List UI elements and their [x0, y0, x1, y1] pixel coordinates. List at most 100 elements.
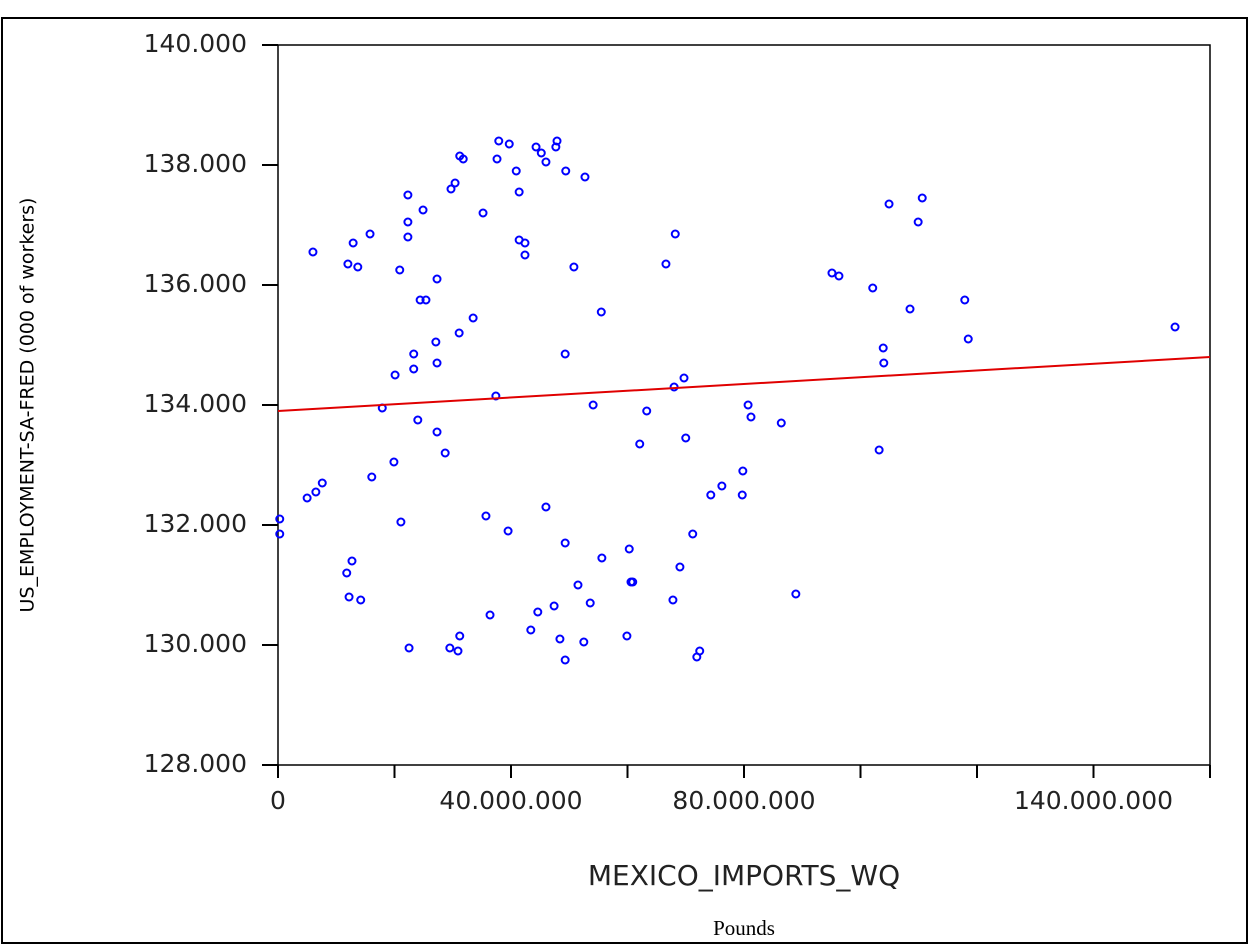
scatter-point	[275, 529, 285, 539]
scatter-point	[455, 631, 465, 641]
scatter-point	[878, 343, 888, 353]
scatter-point	[963, 334, 973, 344]
scatter-point	[418, 205, 428, 215]
scatter-point	[746, 412, 756, 422]
scatter-point	[531, 142, 541, 152]
y-tick-label: 138.000	[144, 149, 247, 178]
scatter-point	[492, 154, 502, 164]
frame	[1, 17, 1248, 944]
scatter-point	[455, 151, 465, 161]
scatter-point	[415, 295, 425, 305]
scatter-point	[580, 172, 590, 182]
scatter-point	[348, 238, 358, 248]
scatter-point	[347, 556, 357, 566]
scatter-point	[390, 370, 400, 380]
scatter-point	[514, 187, 524, 197]
scatter-point	[675, 562, 685, 572]
scatter-point	[585, 598, 595, 608]
scatter-point	[635, 439, 645, 449]
scatter-point	[642, 406, 652, 416]
scatter-point	[503, 526, 513, 536]
scatter-point	[485, 610, 495, 620]
scatter-point	[308, 247, 318, 257]
scatter-point	[695, 646, 705, 656]
scatter-point	[555, 634, 565, 644]
scatter-point	[302, 493, 312, 503]
scatter-point	[445, 643, 455, 653]
scatter-point	[367, 472, 377, 482]
scatter-point	[579, 637, 589, 647]
scatter-point	[389, 457, 399, 467]
scatter-point	[874, 445, 884, 455]
scatter-point	[622, 631, 632, 641]
scatter-point	[526, 625, 536, 635]
scatter-point	[478, 208, 488, 218]
scatter-point	[403, 232, 413, 242]
scatter-point	[588, 400, 598, 410]
y-tick-label: 130.000	[144, 629, 247, 658]
scatter-point	[670, 229, 680, 239]
y-tick-label: 140.000	[144, 29, 247, 58]
scatter-point	[624, 544, 634, 554]
scatter-point	[404, 643, 414, 653]
scatter-point	[403, 217, 413, 227]
scatter-point	[520, 238, 530, 248]
scatter-point	[549, 601, 559, 611]
scatter-point	[356, 595, 366, 605]
scatter-point	[342, 568, 352, 578]
scatter-point	[884, 199, 894, 209]
scatter-point	[679, 373, 689, 383]
scatter-point	[776, 418, 786, 428]
scatter-point	[453, 646, 463, 656]
scatter-point	[743, 400, 753, 410]
x-axis-label: MEXICO_IMPORTS_WQ	[588, 859, 900, 892]
x-tick-label: 140.000.000	[1014, 786, 1173, 815]
scatter-point	[403, 190, 413, 200]
scatter-point	[491, 391, 501, 401]
scatter-point	[409, 349, 419, 359]
scatter-point	[738, 466, 748, 476]
x-tick-label: 40.000.000	[439, 786, 582, 815]
y-tick-label: 134.000	[144, 389, 247, 418]
scatter-point	[960, 295, 970, 305]
scatter-point	[827, 268, 837, 278]
scatter-point	[668, 595, 678, 605]
y-axis-label: US_EMPLOYMENT-SA-FRED (000 of workers)	[17, 198, 39, 613]
x-axis-unit: Pounds	[713, 916, 775, 940]
scatter-point	[275, 514, 285, 524]
scatter-point	[661, 259, 671, 269]
scatter-point	[905, 304, 915, 314]
scatter-point	[344, 592, 354, 602]
trend-line	[277, 356, 1211, 412]
scatter-point	[311, 487, 321, 497]
scatter-point	[431, 337, 441, 347]
scatter-point	[504, 139, 514, 149]
scatter-point	[450, 178, 460, 188]
scatter-point	[353, 262, 363, 272]
scatter-point	[791, 589, 801, 599]
scatter-point	[446, 184, 456, 194]
scatter-point	[1170, 322, 1180, 332]
scatter-point	[520, 250, 530, 260]
scatter-point	[365, 229, 375, 239]
scatter-point	[560, 655, 570, 665]
scatter-point	[868, 283, 878, 293]
scatter-point	[561, 166, 571, 176]
y-tick-label: 132.000	[144, 509, 247, 538]
scatter-point	[511, 166, 521, 176]
scatter-point	[432, 358, 442, 368]
scatter-point	[413, 415, 423, 425]
scatter-point	[551, 142, 561, 152]
scatter-point	[468, 313, 478, 323]
scatter-point	[569, 262, 579, 272]
x-tick-label: 80.000.000	[672, 786, 815, 815]
scatter-point	[409, 364, 419, 374]
scatter-point	[917, 193, 927, 203]
scatter-point	[454, 328, 464, 338]
scatter-point	[432, 274, 442, 284]
scatter-point	[533, 607, 543, 617]
x-tick-label: 0	[270, 786, 286, 815]
scatter-point	[681, 433, 691, 443]
scatter-point	[596, 307, 606, 317]
